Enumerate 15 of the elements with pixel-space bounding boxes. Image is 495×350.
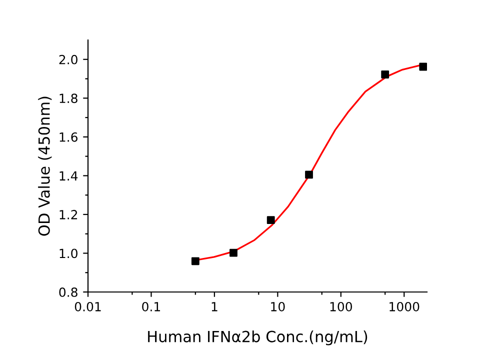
x-tick-label: 0.1 [142,302,160,312]
y-axis-title: OD Value (450nm) [38,96,52,236]
y-tick-label: 1.4 [60,171,78,180]
y-tick-label: 2.0 [59,54,78,64]
x-axis-title: Human IFNα2b Conc.(ng/mL) [148,330,368,346]
x-tick-label: 1000 [390,302,420,312]
x-tick-label: 1 [212,302,218,312]
x-tick-label: 100 [330,302,352,312]
y-tick-label: 1.2 [60,210,78,220]
y-tick-label: 1.0 [60,248,78,258]
y-tick-label: 0.8 [59,287,78,297]
y-tick-label: 1.8 [60,94,78,104]
x-tick-label: 10 [271,302,285,312]
x-tick-label: 0.01 [74,302,101,312]
y-tick-label: 1.6 [60,132,78,142]
